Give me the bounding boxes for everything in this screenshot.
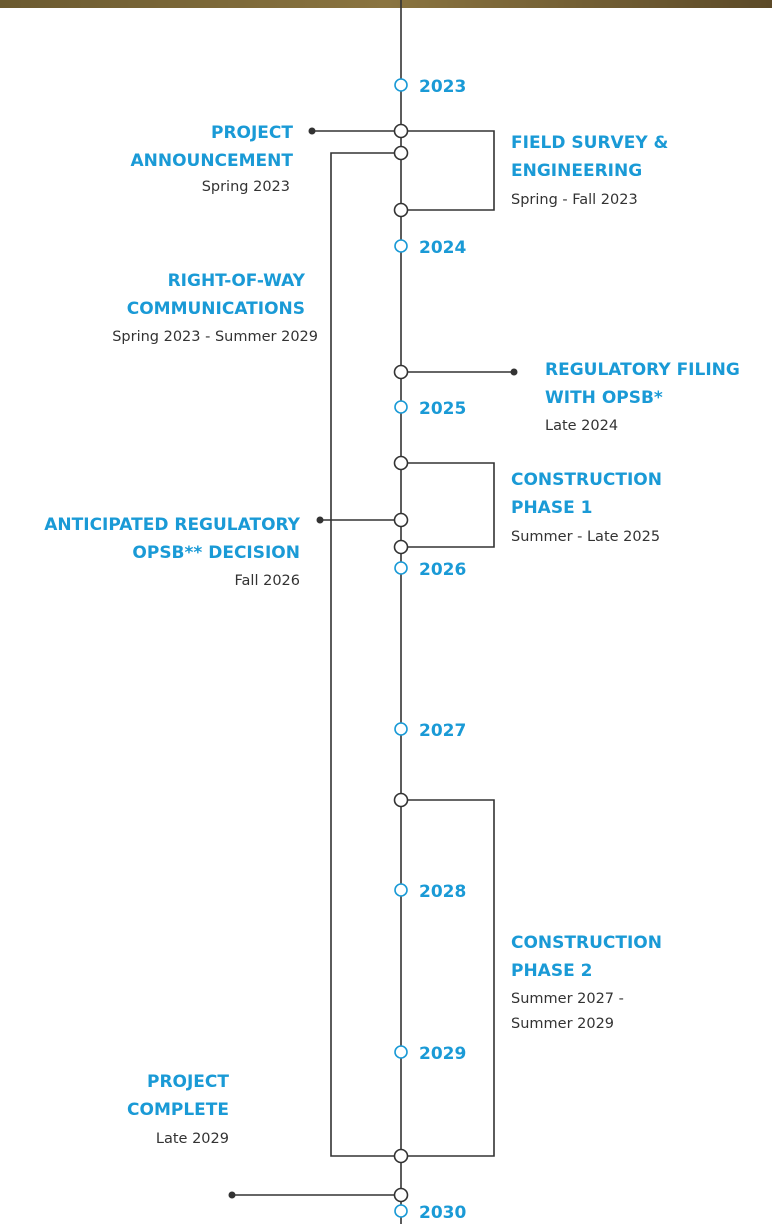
event-title: OPSB** DECISION: [132, 543, 300, 563]
event-title: PROJECT: [211, 123, 293, 143]
event-title: WITH OPSB*: [545, 388, 663, 408]
event-title: COMPLETE: [127, 1100, 229, 1120]
event-date: Fall 2026: [235, 573, 300, 589]
event-title: RIGHT-OF-WAY: [168, 271, 306, 291]
event-date: Summer 2027 -: [511, 991, 624, 1007]
event-date: Summer - Late 2025: [511, 529, 660, 545]
event-title: ANTICIPATED REGULATORY: [44, 515, 300, 535]
year-label: 2030: [419, 1203, 466, 1223]
year-label: 2029: [419, 1044, 466, 1064]
event-title: FIELD SURVEY &: [511, 133, 669, 153]
event-date: Late 2029: [156, 1131, 229, 1147]
timeline: 2023 2024 2025 2026 2027 2028 2029 2030 …: [0, 0, 772, 1224]
event-title: ANNOUNCEMENT: [130, 151, 293, 171]
event-title: REGULATORY FILING: [545, 360, 740, 380]
event-title: PHASE 2: [511, 961, 592, 981]
event-labels: PROJECT ANNOUNCEMENT Spring 2023 FIELD S…: [44, 123, 740, 1147]
year-label: 2026: [419, 560, 466, 580]
year-label: 2028: [419, 882, 466, 902]
event-date: Spring 2023: [202, 179, 290, 195]
event-date: Late 2024: [545, 418, 618, 434]
event-title: CONSTRUCTION: [511, 933, 662, 953]
event-title: CONSTRUCTION: [511, 470, 662, 490]
event-date: Summer 2029: [511, 1016, 614, 1032]
year-label: 2023: [419, 77, 466, 97]
event-title: ENGINEERING: [511, 161, 642, 181]
event-title: COMMUNICATIONS: [127, 299, 305, 319]
year-label: 2024: [419, 238, 466, 258]
year-label: 2025: [419, 399, 466, 419]
header-band: [0, 0, 772, 8]
event-title: PHASE 1: [511, 498, 592, 518]
year-labels: 2023 2024 2025 2026 2027 2028 2029 2030: [419, 77, 466, 1223]
year-label: 2027: [419, 721, 466, 741]
event-date: Spring 2023 - Summer 2029: [112, 329, 318, 345]
event-date: Spring - Fall 2023: [511, 192, 638, 208]
event-title: PROJECT: [147, 1072, 229, 1092]
